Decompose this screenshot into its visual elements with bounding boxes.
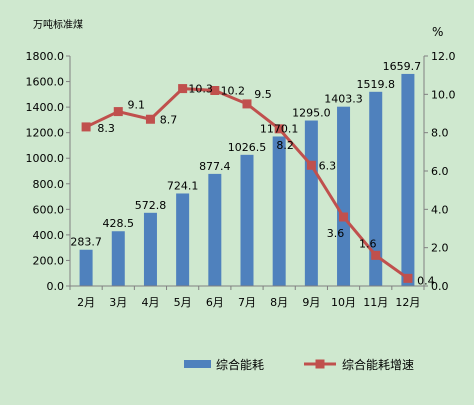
bar-data-label: 428.5 bbox=[103, 217, 135, 230]
line-data-label: 10.3 bbox=[188, 83, 213, 96]
right-axis-unit: % bbox=[432, 25, 443, 39]
bar-data-label: 1659.7 bbox=[383, 60, 422, 73]
left-tick-label: 1800.0 bbox=[26, 50, 65, 63]
legend-label-line: 综合能耗增速 bbox=[342, 357, 414, 372]
right-tick-label: 2.0 bbox=[431, 242, 449, 255]
bar-data-label: 1519.8 bbox=[356, 78, 395, 91]
line-data-label: 3.6 bbox=[327, 227, 345, 240]
right-tick-label: 10.0 bbox=[431, 88, 456, 101]
x-tick-label: 9月 bbox=[302, 296, 320, 309]
x-tick-label: 3月 bbox=[109, 296, 127, 309]
bar bbox=[111, 231, 125, 286]
bar-data-label: 1295.0 bbox=[292, 107, 331, 120]
line-point bbox=[242, 99, 252, 109]
bar bbox=[304, 120, 318, 287]
line-data-label: 8.2 bbox=[276, 139, 294, 152]
left-tick-label: 200.0 bbox=[33, 254, 65, 267]
bar bbox=[272, 136, 286, 286]
bar bbox=[79, 249, 93, 286]
bar bbox=[240, 154, 254, 286]
right-tick-label: 0.0 bbox=[431, 280, 449, 293]
x-tick-label: 8月 bbox=[270, 296, 288, 309]
left-tick-label: 1200.0 bbox=[26, 127, 65, 140]
legend-swatch-bar bbox=[184, 360, 211, 368]
x-tick-label: 12月 bbox=[395, 296, 420, 309]
line-point bbox=[339, 212, 349, 222]
bar-data-label: 1026.5 bbox=[228, 141, 267, 154]
bar-data-label: 1170.1 bbox=[260, 122, 299, 135]
x-tick-label: 7月 bbox=[238, 296, 256, 309]
line-point bbox=[178, 84, 188, 94]
bar-data-label: 572.8 bbox=[135, 199, 167, 212]
right-tick-label: 4.0 bbox=[431, 203, 449, 216]
line-point bbox=[274, 124, 284, 134]
line-point bbox=[210, 86, 220, 95]
line-data-label: 9.1 bbox=[128, 99, 146, 112]
right-tick-label: 12.0 bbox=[431, 50, 456, 63]
line-data-label: 8.3 bbox=[97, 122, 115, 135]
right-tick-label: 8.0 bbox=[431, 127, 449, 140]
bar bbox=[208, 173, 222, 286]
line-data-label: 10.2 bbox=[221, 85, 246, 98]
left-tick-label: 1400.0 bbox=[26, 101, 65, 114]
bar bbox=[176, 193, 190, 286]
axes: 0.0 200.0 400.0 600.0 800.0 1000.0 1200.0 1400.… bbox=[26, 50, 456, 309]
x-tick-label: 6月 bbox=[206, 296, 224, 309]
line-data-label: 9.5 bbox=[254, 88, 272, 101]
x-tick-label: 2月 bbox=[77, 296, 95, 309]
bar bbox=[337, 106, 351, 286]
left-tick-label: 1000.0 bbox=[26, 152, 65, 165]
line-point bbox=[81, 122, 91, 132]
line-data-label: 0.4 bbox=[417, 274, 435, 287]
left-tick-label: 0.0 bbox=[47, 280, 65, 293]
line-data-label: 6.3 bbox=[319, 159, 337, 172]
line-point bbox=[113, 107, 123, 117]
right-tick-label: 6.0 bbox=[431, 165, 449, 178]
line-data-label: 8.7 bbox=[160, 113, 178, 126]
left-tick-label: 400.0 bbox=[33, 229, 65, 242]
x-tick-label: 10月 bbox=[331, 296, 356, 309]
left-tick-label: 600.0 bbox=[33, 203, 65, 216]
bar-data-label: 724.1 bbox=[167, 179, 199, 192]
x-tick-label: 4月 bbox=[141, 296, 159, 309]
line-point bbox=[371, 250, 381, 260]
left-tick-label: 800.0 bbox=[33, 178, 65, 191]
bar-data-label: 877.4 bbox=[199, 160, 231, 173]
line-point bbox=[306, 160, 316, 170]
bar bbox=[369, 91, 383, 286]
bar bbox=[143, 212, 157, 286]
bar-data-label: 1403.3 bbox=[324, 93, 363, 106]
bar-data-label: 283.7 bbox=[70, 236, 102, 249]
line-point bbox=[145, 114, 155, 124]
bar bbox=[401, 73, 415, 287]
legend-label-bar: 综合能耗 bbox=[216, 357, 264, 372]
left-tick-label: 1600.0 bbox=[26, 76, 65, 89]
line-data-label: 1.6 bbox=[359, 237, 377, 250]
left-axis-unit: 万吨标准煤 bbox=[33, 18, 83, 31]
legend: 综合能耗 综合能耗增速 bbox=[184, 357, 414, 372]
line-series bbox=[81, 84, 413, 283]
line-point bbox=[403, 273, 413, 283]
legend-swatch-marker bbox=[315, 359, 325, 369]
x-tick-label: 11月 bbox=[363, 296, 388, 309]
x-tick-label: 5月 bbox=[174, 296, 192, 309]
